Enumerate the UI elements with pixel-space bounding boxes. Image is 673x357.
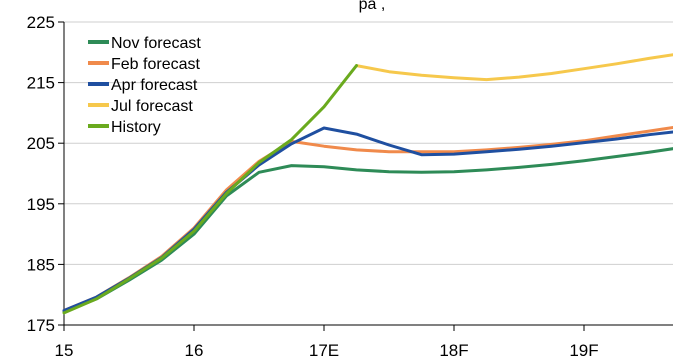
x-tick-label: 16 <box>185 341 204 357</box>
series-line-apr-forecast <box>62 126 673 312</box>
legend-label-nov-forecast: Nov forecast <box>111 35 201 52</box>
series-line-jul-forecast <box>355 53 673 82</box>
y-tick-label: 195 <box>27 195 55 214</box>
legend-label-jul-forecast: Jul forecast <box>111 98 193 115</box>
x-tick-label: 18F <box>439 341 468 357</box>
legend: Nov forecast Feb forecast Apr forecast Jul … <box>88 35 201 136</box>
y-tick-label: 205 <box>27 134 55 153</box>
x-tick-label: 19F <box>569 341 598 357</box>
chart-title-fragment: pá , <box>359 0 386 13</box>
y-tick-label: 185 <box>27 255 55 274</box>
series-line-history <box>62 64 358 315</box>
y-tick-label: 175 <box>27 316 55 335</box>
x-tick-label: 15 <box>55 341 74 357</box>
legend-label-apr-forecast: Apr forecast <box>111 77 198 94</box>
legend-label-history: History <box>111 119 161 136</box>
legend-label-feb-forecast: Feb forecast <box>111 56 200 73</box>
series-line-nov-forecast <box>62 147 673 314</box>
series-layer <box>62 53 673 315</box>
x-tick-label: 17E <box>309 341 339 357</box>
y-tick-label: 215 <box>27 74 55 93</box>
y-tick-label: 225 <box>27 13 55 32</box>
axes: 175 185 195 205 215 225 15 16 17E 18F 19F <box>27 13 673 357</box>
